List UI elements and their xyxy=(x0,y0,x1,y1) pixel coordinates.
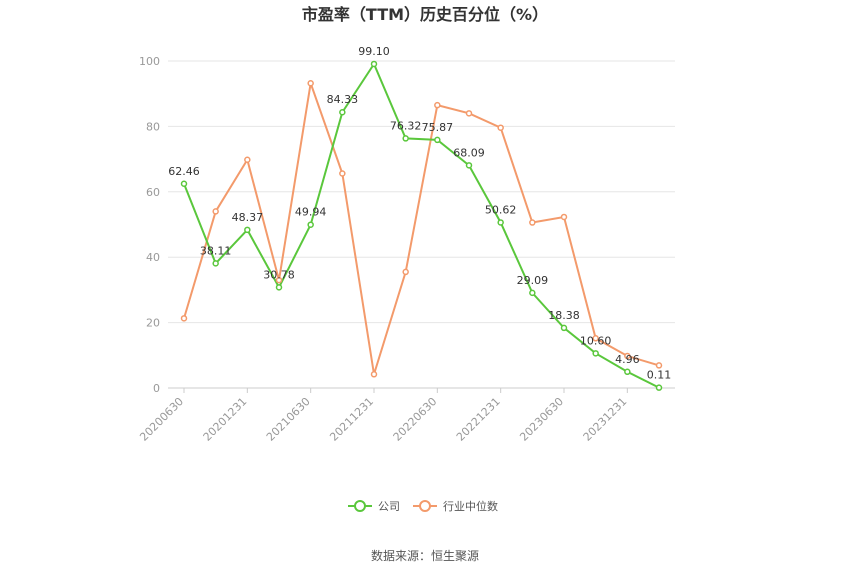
data-label: 75.87 xyxy=(422,121,454,134)
data-point xyxy=(402,135,409,142)
data-point xyxy=(497,219,504,226)
y-tick-label: 80 xyxy=(146,120,160,133)
x-tick-label: 20210630 xyxy=(264,395,313,444)
legend-item-1[interactable]: 行业中位数 xyxy=(413,499,498,513)
data-label: 30.78 xyxy=(263,268,295,281)
series-line-0 xyxy=(183,61,660,389)
data-point xyxy=(434,101,441,109)
x-tick-label: 20230630 xyxy=(517,395,566,444)
data-point xyxy=(402,268,409,276)
data-point xyxy=(370,60,378,68)
grid xyxy=(168,60,675,389)
y-tick-label: 100 xyxy=(139,55,160,68)
data-point xyxy=(180,180,188,188)
data-point xyxy=(275,284,283,291)
data-point xyxy=(529,289,536,297)
x-tick-label: 20201231 xyxy=(201,395,250,444)
data-point xyxy=(244,226,251,234)
data-point xyxy=(655,384,663,391)
data-point xyxy=(624,352,631,360)
data-point xyxy=(212,260,219,267)
data-point xyxy=(307,221,314,228)
data-point xyxy=(434,136,441,144)
y-tick-label: 40 xyxy=(146,251,160,264)
data-point xyxy=(180,315,188,322)
data-label: 49.94 xyxy=(295,206,327,219)
data-label: 29.09 xyxy=(517,274,549,287)
x-axis-ticks: 20200630 20201231 20210630 20211231 20220630… xyxy=(137,388,629,444)
y-tick-label: 0 xyxy=(153,382,160,395)
data-point xyxy=(560,213,568,221)
series-lines xyxy=(183,61,660,389)
data-point xyxy=(529,219,536,226)
source-note: 数据来源：恒生聚源 xyxy=(371,548,479,563)
x-tick-label: 20220630 xyxy=(391,395,440,444)
data-label: 50.62 xyxy=(485,203,517,216)
data-label: 4.96 xyxy=(615,353,640,366)
chart-title: 市盈率（TTM）历史百分位（%） xyxy=(302,5,548,24)
series-points xyxy=(180,60,663,391)
data-label: 84.33 xyxy=(327,93,359,106)
legend-label: 公司 xyxy=(378,500,400,513)
data-label: 99.10 xyxy=(358,45,390,58)
legend-item-0[interactable]: 公司 xyxy=(348,500,400,513)
y-tick-label: 20 xyxy=(146,317,160,330)
data-label: 38.11 xyxy=(200,244,232,257)
legend-marker xyxy=(419,500,431,512)
legend-label: 行业中位数 xyxy=(443,499,498,513)
x-tick-label: 20221231 xyxy=(454,395,503,444)
data-label: 48.37 xyxy=(232,211,264,224)
x-tick-label: 20231231 xyxy=(581,395,630,444)
data-point xyxy=(655,362,663,369)
y-axis-ticks: 0 20 40 60 80 100 xyxy=(139,55,160,395)
x-tick-label: 20200630 xyxy=(137,395,186,444)
data-label: 76.32 xyxy=(390,119,422,132)
data-point xyxy=(339,108,346,116)
data-point xyxy=(592,335,599,342)
data-point xyxy=(465,162,473,169)
data-point xyxy=(370,371,378,378)
data-point xyxy=(560,324,568,332)
data-point xyxy=(212,208,219,215)
data-point xyxy=(497,124,504,131)
data-point xyxy=(592,350,599,357)
series-line-1 xyxy=(183,82,660,375)
y-tick-label: 60 xyxy=(146,186,160,199)
data-label: 0.11 xyxy=(647,369,672,382)
data-label: 18.38 xyxy=(548,309,580,322)
data-point xyxy=(339,170,346,177)
legend[interactable]: 公司 行业中位数 xyxy=(348,499,498,513)
x-tick-label: 20211231 xyxy=(327,395,376,444)
data-label: 10.60 xyxy=(580,334,612,347)
legend-marker xyxy=(354,500,366,512)
data-label: 62.46 xyxy=(168,165,200,178)
data-labels: 62.46 38.11 48.37 30.78 49.94 84.33 99.10 76.32… xyxy=(168,45,671,382)
data-point xyxy=(275,276,283,284)
data-point xyxy=(465,110,473,117)
data-point xyxy=(244,156,251,164)
data-label: 68.09 xyxy=(453,146,485,159)
data-point xyxy=(307,79,314,87)
data-point xyxy=(624,368,631,376)
